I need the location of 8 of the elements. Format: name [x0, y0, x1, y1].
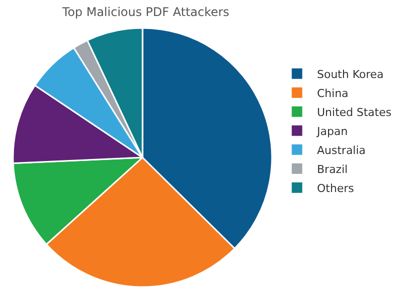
legend-label: United States — [317, 106, 392, 119]
legend-label: Australia — [317, 144, 366, 157]
legend-label: Japan — [316, 124, 348, 138]
chart-title: Top Malicious PDF Attackers — [61, 4, 230, 19]
legend-label: Brazil — [317, 162, 348, 176]
legend-label: China — [317, 86, 348, 100]
legend-label: South Korea — [317, 68, 384, 81]
legend-label: Others — [317, 182, 354, 195]
